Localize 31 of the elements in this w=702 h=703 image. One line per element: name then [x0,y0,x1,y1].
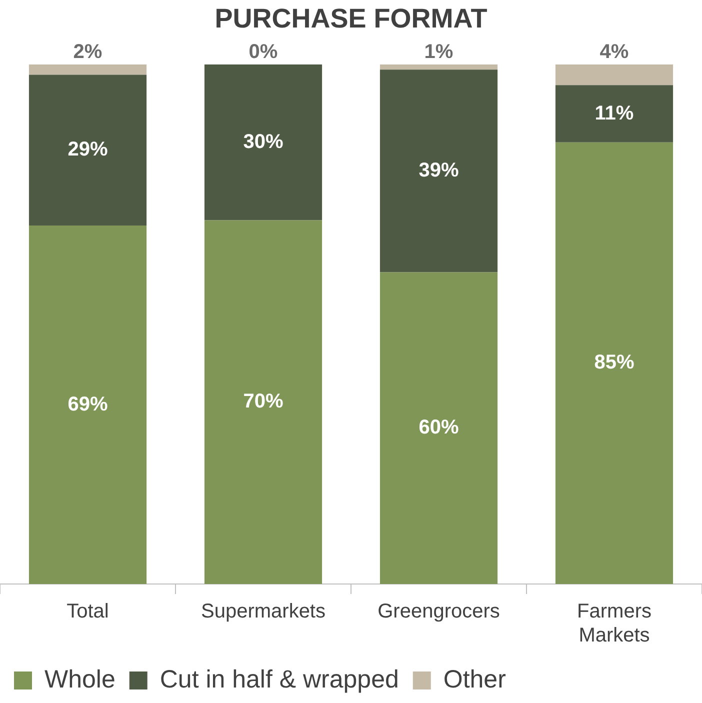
data-label: 70% [243,390,284,413]
legend-label: Cut in half & wrapped [160,665,399,694]
chart-title: PURCHASE FORMAT [214,4,488,34]
x-tick-label: Supermarkets [201,600,326,623]
x-tick-label: Farmers Markets [577,600,652,647]
bar [555,85,674,142]
data-label: 2% [73,40,102,63]
bar [204,220,322,584]
bar [28,64,147,75]
x-tick-label: Total [66,600,109,623]
bar [380,64,498,70]
legend-label: Whole [44,665,116,694]
data-label: 11% [594,102,634,124]
x-tick-label: Greengrocers [378,600,500,623]
data-label: 39% [418,159,459,182]
legend-label: Other [443,665,506,694]
bar [555,142,674,584]
data-label: 60% [418,416,459,439]
data-label: 1% [424,40,454,63]
bar [28,225,147,584]
data-label: 4% [600,40,629,63]
data-label: 0% [248,40,278,63]
data-label: 69% [68,393,108,416]
bar [28,74,147,226]
data-label: 29% [68,138,108,161]
bar [204,64,322,220]
data-label: 85% [594,352,634,374]
bar [555,64,674,86]
bar [380,272,498,584]
bar [380,70,498,272]
data-label: 30% [243,130,284,153]
